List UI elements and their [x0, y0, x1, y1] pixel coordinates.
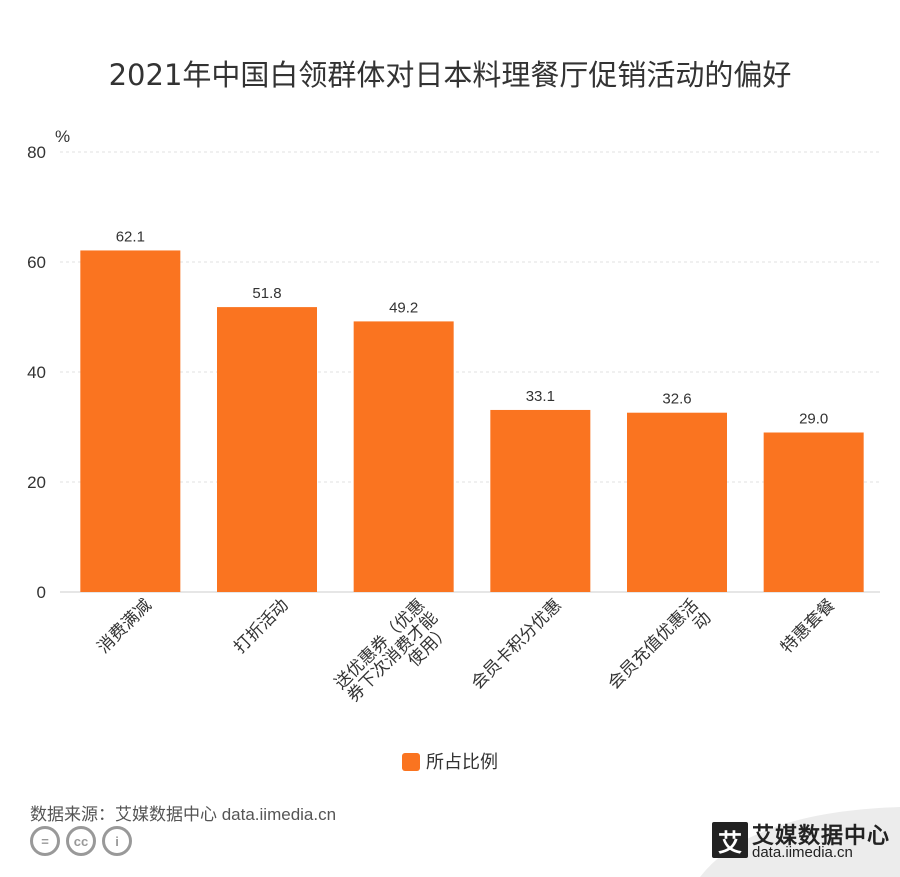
logo-url: data.iimedia.cn [752, 844, 853, 861]
bar [353, 321, 454, 592]
legend-label: 所占比例 [426, 752, 498, 772]
y-tick-label: 40 [27, 363, 46, 382]
license-icons: = cc i [30, 826, 132, 856]
bar-chart: % 0 20 40 60 80 62.1 消费满减 51.8 打折活动 49.2 送优惠券（优惠券下次… [27, 127, 880, 706]
cc-icon: cc [66, 826, 96, 856]
bar [490, 409, 591, 592]
x-tick-label-group: 会员卡积分优惠 [468, 595, 566, 693]
bar [217, 307, 317, 592]
logo-name: 艾媒数据中心 [752, 823, 891, 848]
footer-band [700, 807, 900, 877]
data-label: 51.8 [252, 285, 281, 302]
person-icon: i [102, 826, 132, 856]
source-text: 数据来源：艾媒数据中心 data.iimedia.cn [30, 805, 337, 824]
bar [80, 250, 181, 592]
y-tick-label: 20 [27, 473, 46, 492]
data-label: 62.1 [116, 228, 145, 245]
legend-swatch [402, 753, 420, 771]
y-tick-label: 80 [27, 143, 46, 162]
y-unit-label: % [55, 127, 70, 146]
legend: 所占比例 [0, 748, 900, 774]
x-tick-label: 特惠套餐 [777, 595, 839, 657]
data-label: 49.2 [389, 299, 418, 316]
logo-mark: 艾 [712, 822, 748, 858]
x-tick-label-group: 特惠套餐 [777, 595, 839, 657]
chart-title: 2021年中国白领群体对日本料理餐厅促销活动的偏好 [108, 58, 792, 92]
data-label: 29.0 [799, 411, 828, 428]
x-tick-label: 消费满减 [94, 595, 156, 657]
x-tick-label-group: 消费满减 [94, 595, 156, 657]
data-label: 32.6 [662, 391, 691, 408]
data-label: 33.1 [526, 388, 555, 405]
x-tick-label-group: 打折活动 [230, 595, 292, 657]
y-tick-label: 0 [37, 583, 46, 602]
x-tick-label: 会员卡积分优惠 [468, 595, 566, 693]
x-tick-label: 会员充值优惠活 [604, 595, 702, 693]
bar [627, 412, 727, 592]
bar [763, 432, 864, 592]
equals-icon: = [30, 826, 60, 856]
x-tick-label: 打折活动 [230, 595, 292, 657]
y-tick-label: 60 [27, 253, 46, 272]
